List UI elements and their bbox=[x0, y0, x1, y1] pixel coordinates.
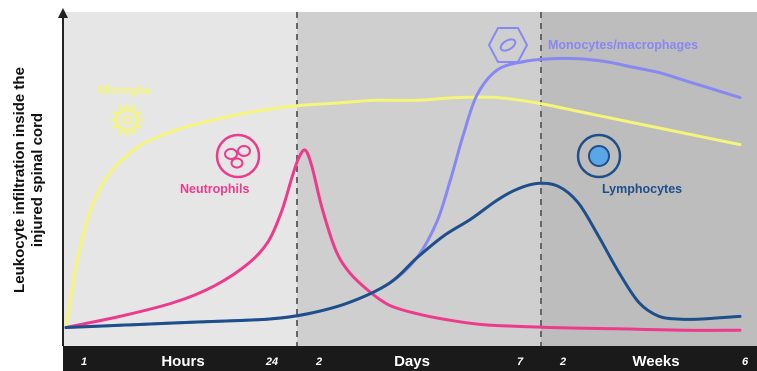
time-axis-bar bbox=[63, 346, 757, 371]
microglia-label: Microglia bbox=[98, 83, 151, 97]
neutrophils-label: Neutrophils bbox=[180, 182, 249, 196]
hours-end-tick: 24 bbox=[265, 356, 278, 368]
y-axis-arrowhead bbox=[58, 8, 68, 18]
lymphocytes-curve bbox=[64, 181, 742, 329]
y-axis-label-line-1: Leukocyte infiltration inside the bbox=[11, 67, 28, 293]
lymphocytes-label: Lymphocytes bbox=[602, 182, 682, 196]
phase-weeks-background bbox=[541, 12, 757, 346]
weeks-start-tick: 2 bbox=[559, 356, 566, 368]
neutrophils-curve bbox=[64, 148, 742, 332]
neutrophils-icon bbox=[215, 133, 261, 179]
hours-start-tick: 1 bbox=[81, 356, 87, 368]
weeks-end-tick: 6 bbox=[742, 356, 749, 368]
phase-hours-background bbox=[63, 12, 297, 346]
hours-phase-label: Hours bbox=[161, 353, 204, 370]
days-start-tick: 2 bbox=[315, 356, 322, 368]
monocytes-label: Monocytes/macrophages bbox=[548, 38, 698, 52]
microglia-icon bbox=[109, 102, 145, 138]
lymphocytes-icon bbox=[576, 133, 622, 179]
weeks-phase-label: Weeks bbox=[632, 353, 679, 370]
days-phase-label: Days bbox=[394, 353, 430, 370]
y-axis-label-line-2: injured spinal cord bbox=[29, 113, 46, 247]
monocytes-icon bbox=[487, 27, 529, 63]
microglia-curve bbox=[64, 95, 742, 329]
y-axis-label: Leukocyte infiltration inside the injure… bbox=[11, 67, 46, 293]
days-end-tick: 7 bbox=[517, 356, 524, 368]
